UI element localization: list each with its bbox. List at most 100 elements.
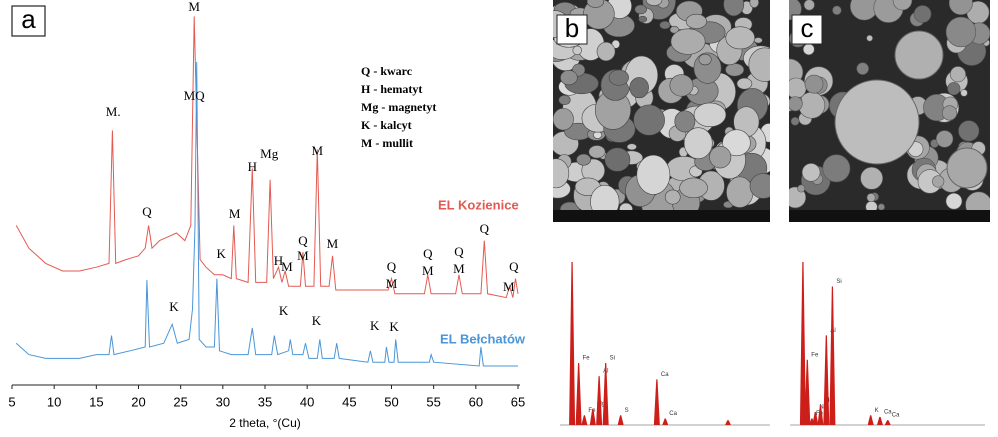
particle: [936, 131, 953, 148]
particle: [675, 111, 695, 132]
eds-peak-label: K: [875, 408, 879, 414]
particle: [725, 63, 743, 76]
particle: [630, 77, 649, 97]
peak-label: M: [453, 261, 465, 276]
panel-label: a: [21, 4, 36, 34]
particle: [637, 155, 670, 194]
legend-text: M - mullit: [361, 136, 413, 150]
peak-label: Q: [454, 244, 464, 259]
peak-label: M: [386, 276, 398, 291]
x-tick-label: 60: [469, 394, 483, 409]
particle: [802, 163, 820, 181]
peak-label: M: [422, 263, 434, 278]
x-tick-label: 40: [300, 394, 314, 409]
peak-label: K: [370, 318, 380, 333]
particle: [635, 5, 647, 14]
particle: [726, 177, 753, 208]
peak-label: Q: [298, 233, 308, 248]
eds-peak-label: Ca: [661, 372, 669, 378]
particle: [597, 42, 615, 61]
legend-text: Q - kwarc: [361, 64, 413, 78]
particle: [895, 31, 943, 79]
particle: [750, 0, 759, 8]
peak-label: K: [216, 246, 226, 261]
x-tick-label: 5: [8, 394, 15, 409]
x-axis-title: 2 theta, °(Cu): [229, 416, 301, 430]
particle: [803, 44, 814, 55]
particle: [671, 29, 705, 55]
eds-peak-label: Ca: [669, 411, 677, 417]
x-tick-label: 65: [511, 394, 525, 409]
eds-peak-label: S: [625, 408, 629, 414]
particle: [788, 97, 802, 111]
particle: [804, 0, 814, 10]
particle: [823, 155, 850, 182]
particle: [560, 70, 577, 85]
panel-label: c: [801, 13, 814, 43]
particle: [737, 78, 752, 89]
particle: [559, 95, 571, 105]
peak-label: Q: [509, 259, 519, 274]
x-tick-label: 20: [131, 394, 145, 409]
particle: [699, 54, 711, 65]
series-label: EL Kozienice: [438, 197, 519, 212]
particle: [867, 193, 875, 201]
particle: [950, 66, 965, 81]
particle: [686, 14, 707, 28]
particle: [932, 176, 944, 188]
particle: [665, 190, 680, 204]
x-tick-label: 25: [173, 394, 187, 409]
x-tick-label: 10: [47, 394, 61, 409]
peak-label: MQ: [184, 88, 206, 103]
peak-label: Mg: [260, 146, 279, 161]
particle: [660, 21, 670, 29]
peak-label: M.: [106, 104, 121, 119]
particle: [589, 145, 605, 158]
peak-label: K: [279, 303, 289, 318]
eds-peak-label: Ca: [892, 413, 900, 419]
particle: [942, 106, 957, 121]
peak-label: Q: [142, 204, 152, 219]
eds-peak-label: Fe: [811, 352, 819, 358]
particle: [553, 108, 574, 130]
particle: [605, 148, 630, 172]
particle: [726, 27, 755, 49]
sem-info-bar: [553, 210, 770, 222]
particle: [959, 121, 979, 141]
eds-peak-label: Fe: [583, 356, 591, 362]
particle: [867, 35, 873, 41]
particle: [833, 6, 842, 15]
particle: [914, 6, 931, 23]
panel-label: b: [565, 13, 579, 43]
peak-label: M: [188, 0, 200, 14]
x-tick-label: 15: [89, 394, 103, 409]
particle: [670, 75, 693, 97]
particle: [639, 16, 647, 22]
particle: [791, 117, 799, 125]
peak-label: M: [229, 206, 241, 221]
particle: [573, 46, 582, 55]
peak-label: Q: [423, 246, 433, 261]
particle: [946, 193, 962, 209]
legend-text: K - kalcyt: [361, 118, 412, 132]
particle: [946, 17, 976, 47]
x-tick-label: 55: [426, 394, 440, 409]
peak-label: M: [312, 143, 324, 158]
particle: [754, 38, 762, 44]
figure: a b c 2 theta, °(Cu) 5101520253035404550…: [0, 0, 998, 437]
particle: [627, 144, 637, 150]
eds-peak-label: Si: [836, 279, 841, 285]
series-label: EL Bełchatów: [440, 331, 526, 346]
particle: [961, 89, 968, 96]
particle: [634, 105, 665, 135]
x-tick-label: 35: [258, 394, 272, 409]
peak-label: M: [327, 236, 339, 251]
particle: [861, 167, 883, 189]
peak-label: K: [389, 319, 399, 334]
peak-label: K: [169, 299, 179, 314]
peak-label: M: [297, 248, 309, 263]
particle: [684, 128, 712, 159]
x-tick-label: 50: [384, 394, 398, 409]
particle: [805, 75, 823, 93]
particle: [680, 178, 708, 198]
